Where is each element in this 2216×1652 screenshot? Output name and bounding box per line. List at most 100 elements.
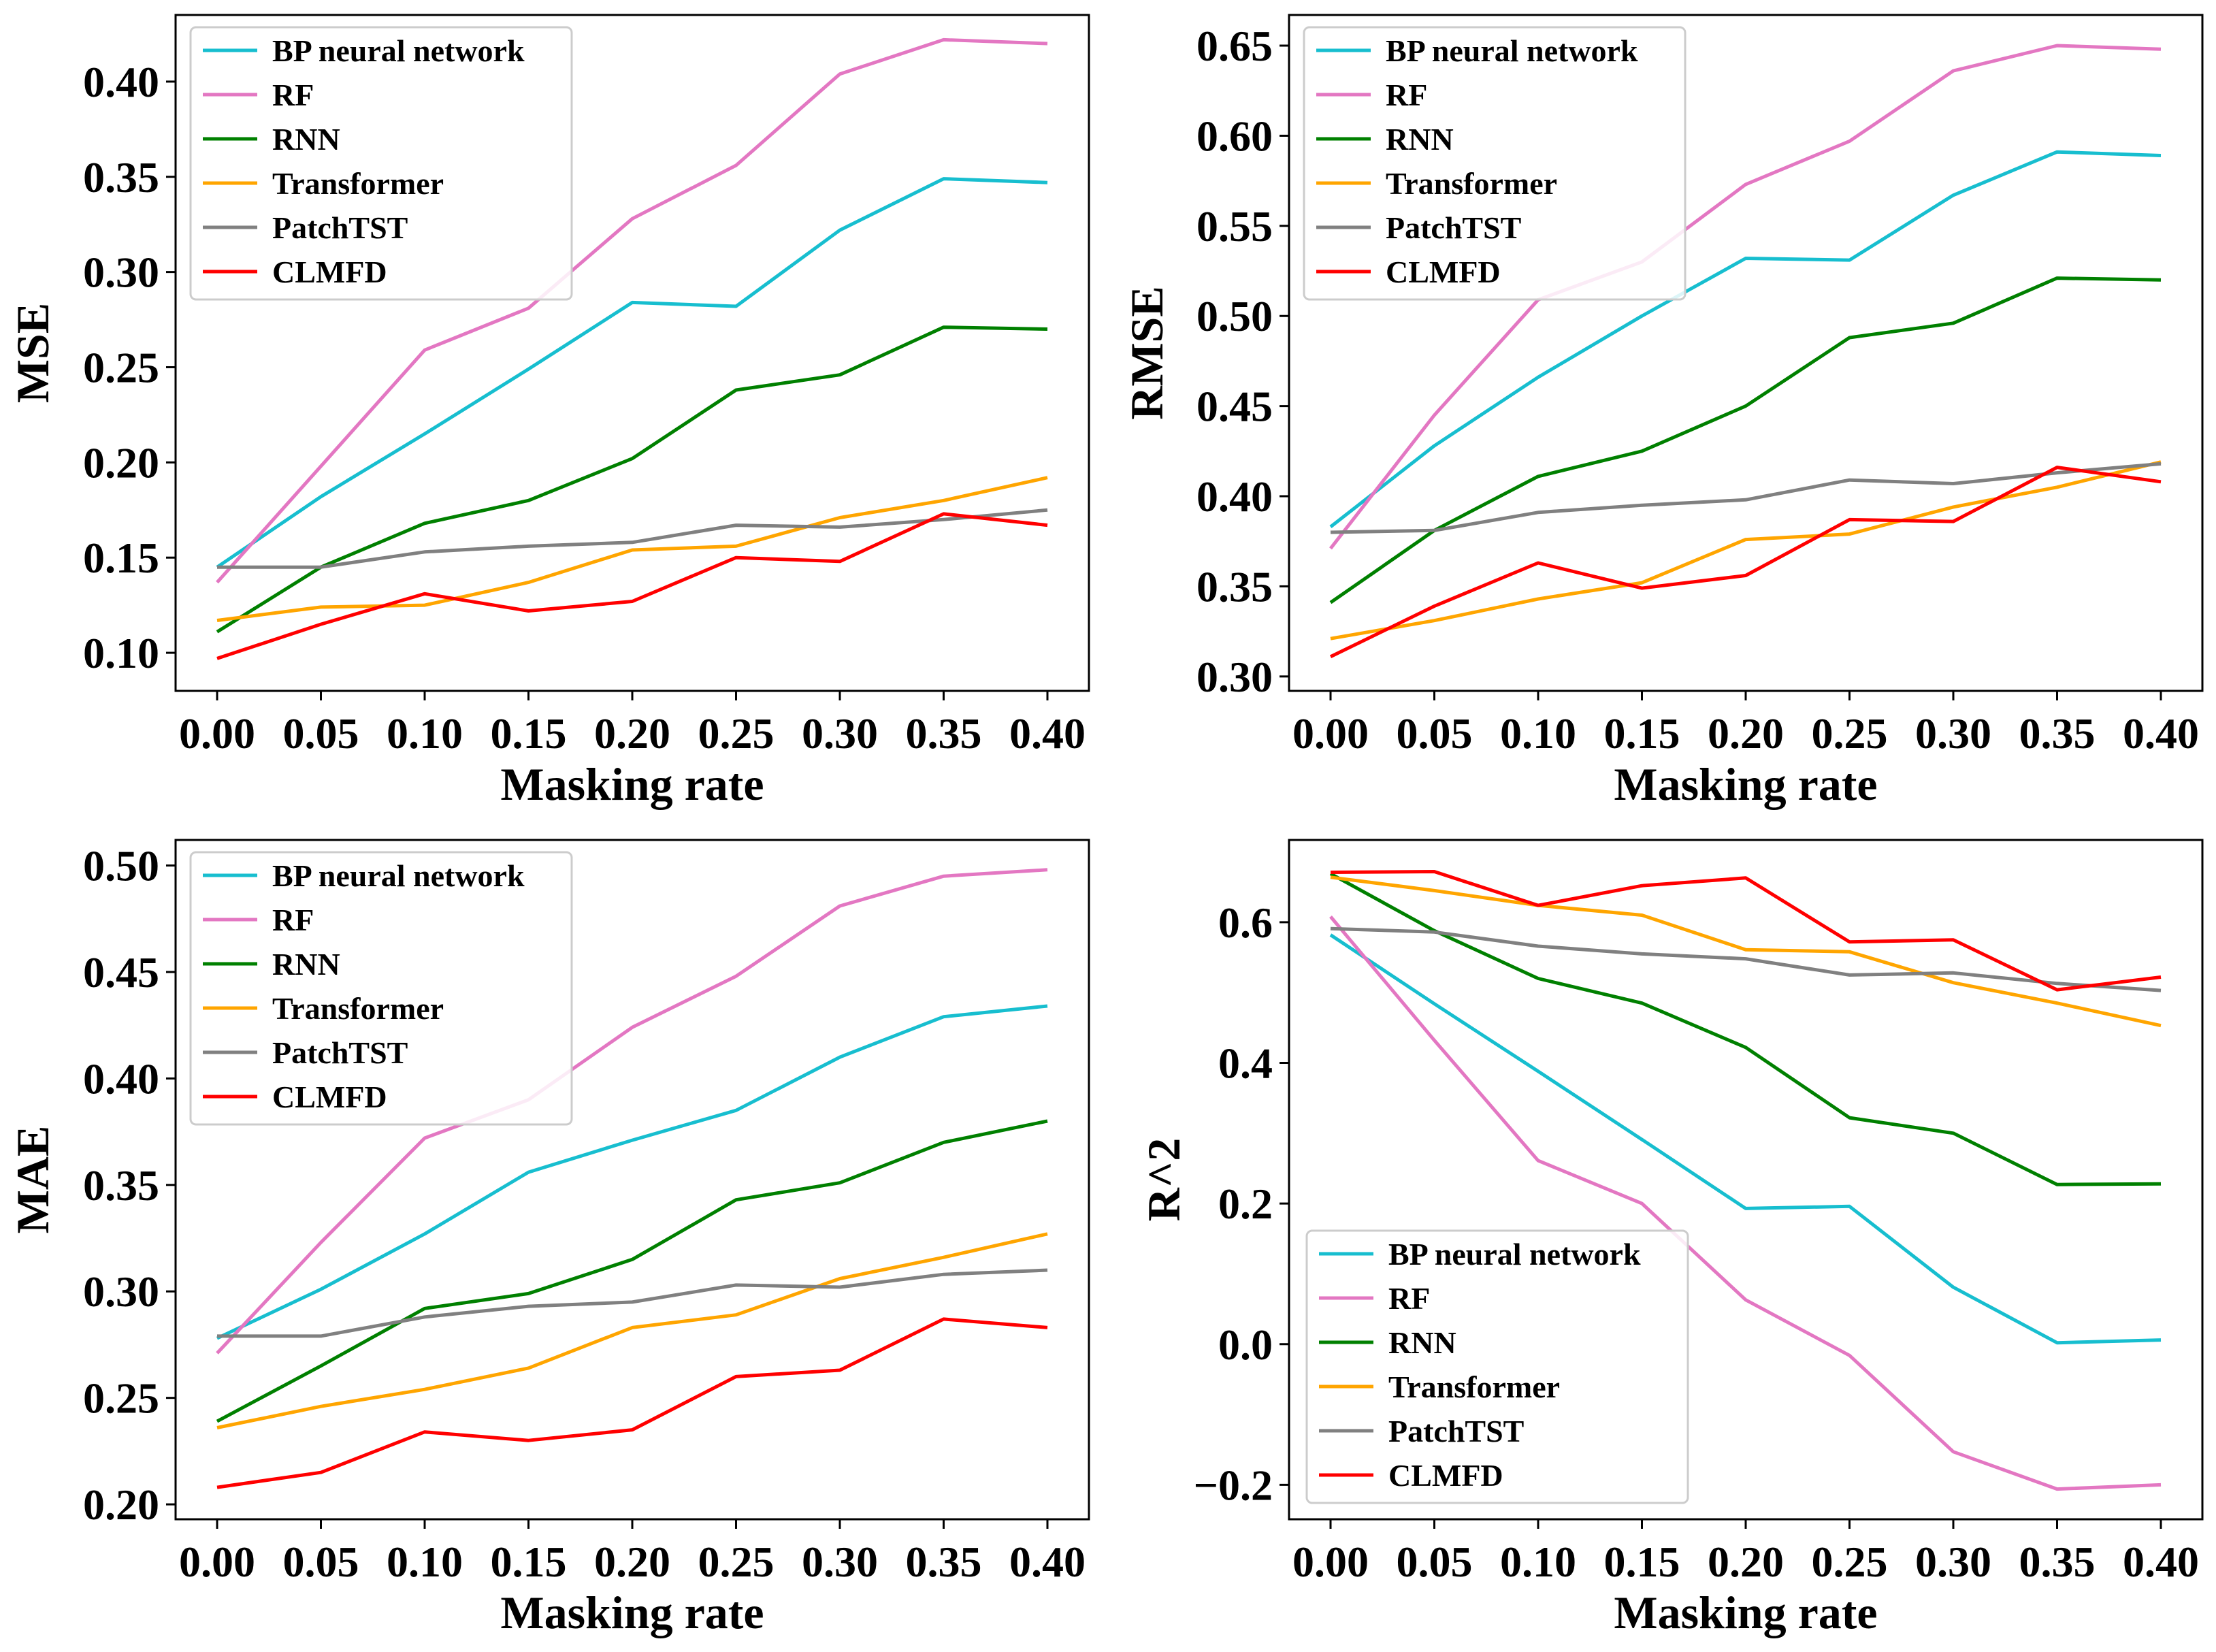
x-tick-label: 0.25: [698, 1538, 775, 1586]
legend: BP neural network RF RNN Transformer PatchTS…: [189, 26, 573, 301]
x-tick-label: 0.05: [283, 1538, 359, 1586]
series-line-clmfd: [216, 1317, 1048, 1489]
chart-panel-1: 0.00 0.05 0.10 0.15 0.20 0.25 0.30 0.35 0.40 0.10…: [7, 14, 1090, 810]
legend-label: BP neural network: [272, 858, 525, 893]
y-axis-label: R^2: [1138, 1138, 1190, 1222]
series-line-rf: [1329, 44, 2162, 550]
series-line-patchtst: [1330, 461, 2162, 534]
series-line-rf: [216, 37, 1048, 584]
y-tick-label: 0.45: [83, 948, 159, 997]
x-tick-label: 0.35: [2019, 1538, 2096, 1586]
legend-label: RNN: [272, 122, 340, 157]
legend-label: RF: [1388, 1281, 1430, 1316]
x-tick-label: 0.05: [283, 709, 359, 758]
series-line-clmfd: [1330, 870, 2162, 992]
x-tick-label: 0.40: [1009, 1538, 1086, 1586]
y-tick-label: 0.65: [1196, 22, 1273, 70]
series-line-rf: [216, 868, 1048, 1355]
series-line-rf: [1329, 915, 2162, 1491]
series-line-bp-neural-network: [216, 1004, 1048, 1340]
x-tick-label: 0.20: [594, 1538, 670, 1586]
legend-label: BP neural network: [1386, 33, 1638, 68]
series-line-transformer: [216, 1232, 1048, 1429]
y-tick-label: 0.2: [1218, 1180, 1273, 1228]
x-tick-label: 0.15: [1604, 1538, 1680, 1586]
series-line-rnn: [1329, 276, 2162, 604]
legend-label: BP neural network: [1388, 1237, 1641, 1272]
legend-label: Transformer: [1388, 1370, 1560, 1404]
y-tick-label: 0.60: [1196, 112, 1273, 160]
legend-label: RF: [272, 903, 314, 937]
series-line-rnn: [216, 325, 1048, 634]
legend-label: CLMFD: [1386, 255, 1501, 289]
y-axis-label: MAE: [7, 1126, 59, 1234]
x-axis-label: Masking rate: [500, 758, 764, 810]
y-tick-label: −0.2: [1194, 1461, 1273, 1509]
legend-box: [1305, 1229, 1689, 1504]
legend-label: PatchTST: [272, 1035, 408, 1070]
series-line-transformer: [1330, 460, 2162, 641]
legend-label: RF: [272, 78, 314, 112]
legend-label: CLMFD: [272, 255, 387, 289]
series-line-transformer: [1330, 875, 2162, 1028]
y-tick-label: 0.50: [83, 842, 159, 890]
series-line-patchtst: [217, 1268, 1048, 1338]
x-tick-label: 0.00: [179, 709, 255, 758]
x-axis-label: Masking rate: [1614, 1587, 1877, 1638]
chart-panel-3: 0.00 0.05 0.10 0.15 0.20 0.25 0.30 0.35 0.40 0.20…: [7, 839, 1090, 1638]
y-tick-label: 0.30: [83, 1267, 159, 1316]
y-tick-label: 0.30: [83, 248, 159, 297]
y-tick-label: 0.45: [1196, 383, 1273, 431]
y-axis-label: MSE: [7, 303, 59, 403]
series-line-clmfd: [216, 512, 1048, 660]
x-tick-label: 0.40: [2123, 1538, 2199, 1586]
y-tick-label: 0.20: [83, 438, 159, 487]
x-tick-label: 0.05: [1397, 1538, 1473, 1586]
x-tick-label: 0.35: [2019, 709, 2096, 758]
x-tick-label: 0.10: [1500, 709, 1576, 758]
x-tick-label: 0.40: [2123, 709, 2199, 758]
y-tick-label: 0.35: [83, 153, 159, 201]
x-tick-label: 0.20: [1708, 1538, 1784, 1586]
x-tick-label: 0.35: [906, 709, 982, 758]
x-tick-label: 0.05: [1397, 709, 1473, 758]
x-tick-label: 0.10: [387, 709, 463, 758]
y-tick-label: 0.50: [1196, 292, 1273, 340]
y-tick-label: 0.25: [83, 343, 159, 391]
x-tick-label: 0.10: [1500, 1538, 1576, 1586]
y-tick-label: 0.40: [83, 1054, 159, 1103]
y-tick-label: 0.10: [83, 629, 159, 677]
legend-label: PatchTST: [272, 210, 408, 245]
x-tick-label: 0.15: [491, 1538, 567, 1586]
legend-box: [189, 851, 573, 1126]
x-tick-label: 0.15: [1604, 709, 1680, 758]
x-tick-label: 0.20: [594, 709, 670, 758]
legend-label: RNN: [1386, 122, 1454, 157]
legend-label: PatchTST: [1388, 1414, 1524, 1448]
y-tick-label: 0.20: [83, 1480, 159, 1529]
y-tick-label: 0.40: [83, 58, 159, 106]
x-tick-label: 0.10: [387, 1538, 463, 1586]
y-tick-label: 0.6: [1218, 898, 1273, 947]
x-tick-label: 0.15: [491, 709, 567, 758]
legend: BP neural network RF RNN Transformer PatchTS…: [1305, 1229, 1689, 1504]
legend-label: PatchTST: [1386, 210, 1521, 245]
chart-panel-4: 0.00 0.05 0.10 0.15 0.20 0.25 0.30 0.35 0.40 −0.2…: [1138, 839, 2204, 1638]
x-tick-label: 0.30: [802, 1538, 878, 1586]
legend-label: Transformer: [272, 991, 444, 1026]
x-tick-label: 0.25: [1812, 709, 1888, 758]
legend-label: RF: [1386, 78, 1427, 112]
series-line-bp-neural-network: [1329, 150, 2162, 528]
series-line-rnn: [216, 1119, 1048, 1423]
y-tick-label: 0.35: [83, 1161, 159, 1210]
legend-label: CLMFD: [272, 1080, 387, 1114]
series-line-patchtst: [1330, 926, 2162, 992]
legend-box: [1303, 26, 1687, 301]
x-tick-label: 0.20: [1708, 709, 1784, 758]
legend-label: RNN: [1388, 1325, 1456, 1360]
series-line-bp-neural-network: [1329, 933, 2162, 1345]
chart-panel-2: 0.00 0.05 0.10 0.15 0.20 0.25 0.30 0.35 0.40 0.30…: [1121, 14, 2204, 810]
series-line-transformer: [216, 476, 1048, 622]
y-tick-label: 0.4: [1218, 1039, 1273, 1088]
legend: BP neural network RF RNN Transformer PatchTS…: [1303, 26, 1687, 301]
